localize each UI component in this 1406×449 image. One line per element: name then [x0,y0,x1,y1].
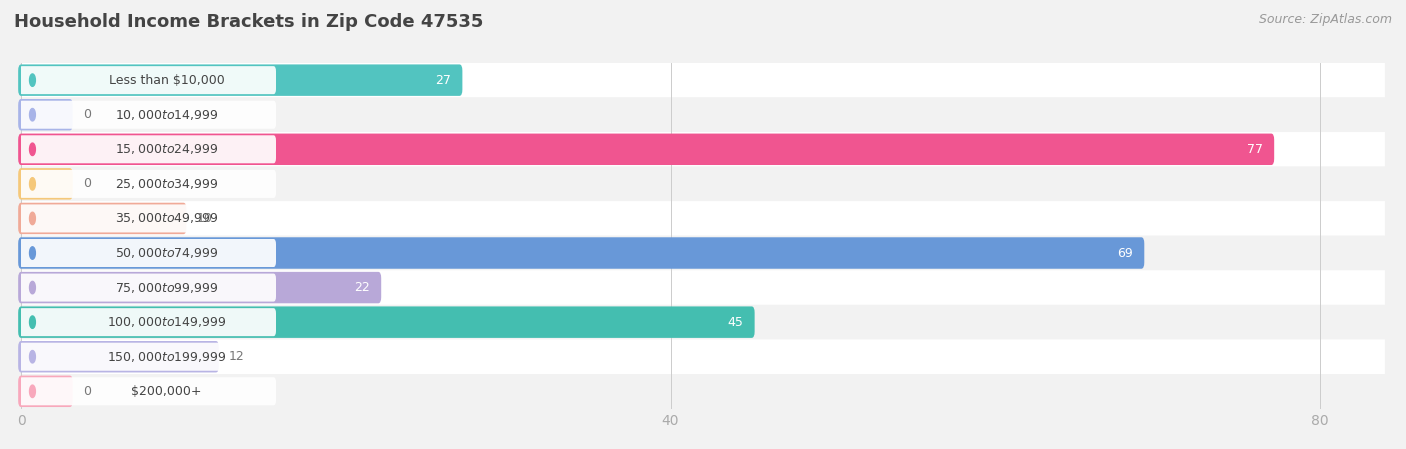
Text: 69: 69 [1118,247,1133,260]
FancyBboxPatch shape [18,341,219,373]
Circle shape [30,109,35,121]
FancyBboxPatch shape [21,63,1385,97]
FancyBboxPatch shape [21,374,1385,409]
FancyBboxPatch shape [18,99,73,131]
Text: 0: 0 [83,385,91,398]
FancyBboxPatch shape [21,339,1385,374]
FancyBboxPatch shape [18,272,381,304]
Circle shape [30,385,35,397]
FancyBboxPatch shape [20,377,276,405]
Circle shape [30,316,35,328]
FancyBboxPatch shape [20,135,276,163]
FancyBboxPatch shape [20,273,276,302]
FancyBboxPatch shape [20,66,276,94]
FancyBboxPatch shape [21,132,1385,167]
FancyBboxPatch shape [21,97,1385,132]
FancyBboxPatch shape [21,201,1385,236]
FancyBboxPatch shape [21,270,1385,305]
Text: $200,000+: $200,000+ [131,385,201,398]
FancyBboxPatch shape [18,168,73,200]
Text: 10: 10 [197,212,212,225]
Text: $15,000 to $24,999: $15,000 to $24,999 [115,142,218,156]
Text: $35,000 to $49,999: $35,000 to $49,999 [115,211,218,225]
FancyBboxPatch shape [18,64,463,96]
Text: Household Income Brackets in Zip Code 47535: Household Income Brackets in Zip Code 47… [14,13,484,31]
Text: $10,000 to $14,999: $10,000 to $14,999 [115,108,218,122]
Circle shape [30,212,35,224]
Text: 45: 45 [728,316,744,329]
FancyBboxPatch shape [18,375,73,407]
Circle shape [30,247,35,259]
Text: 22: 22 [354,281,370,294]
FancyBboxPatch shape [20,343,276,371]
Text: Less than $10,000: Less than $10,000 [108,74,225,87]
Circle shape [30,178,35,190]
Text: $75,000 to $99,999: $75,000 to $99,999 [115,281,218,295]
FancyBboxPatch shape [20,204,276,233]
Text: 27: 27 [436,74,451,87]
Text: 0: 0 [83,177,91,190]
FancyBboxPatch shape [18,202,187,234]
Text: $100,000 to $149,999: $100,000 to $149,999 [107,315,226,329]
FancyBboxPatch shape [18,237,1144,269]
FancyBboxPatch shape [21,305,1385,339]
FancyBboxPatch shape [18,133,1274,165]
Text: $150,000 to $199,999: $150,000 to $199,999 [107,350,226,364]
FancyBboxPatch shape [21,167,1385,201]
Circle shape [30,351,35,363]
Circle shape [30,282,35,294]
Text: 77: 77 [1247,143,1263,156]
FancyBboxPatch shape [20,308,276,336]
FancyBboxPatch shape [21,236,1385,270]
Text: Source: ZipAtlas.com: Source: ZipAtlas.com [1258,13,1392,26]
FancyBboxPatch shape [20,170,276,198]
FancyBboxPatch shape [18,306,755,338]
Text: 0: 0 [83,108,91,121]
Text: $25,000 to $34,999: $25,000 to $34,999 [115,177,218,191]
Text: 12: 12 [229,350,245,363]
Circle shape [30,143,35,155]
FancyBboxPatch shape [20,239,276,267]
Circle shape [30,74,35,86]
Text: $50,000 to $74,999: $50,000 to $74,999 [115,246,218,260]
FancyBboxPatch shape [20,101,276,129]
